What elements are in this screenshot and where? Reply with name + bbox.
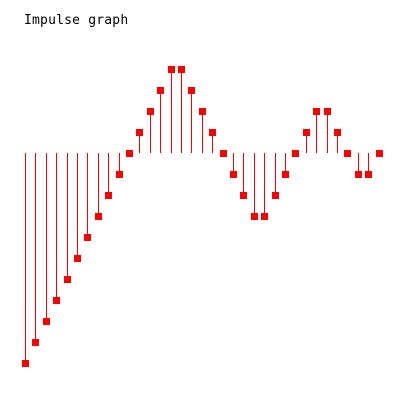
data-point-marker (313, 108, 320, 115)
data-point-marker (84, 234, 91, 241)
data-point-marker (64, 276, 71, 283)
data-point-marker (188, 87, 195, 94)
data-point-marker (251, 213, 258, 220)
data-point-marker (334, 129, 341, 136)
data-point-marker (344, 150, 351, 157)
data-point-marker (240, 192, 247, 199)
data-point-marker (168, 66, 175, 73)
data-point-marker (22, 360, 29, 367)
chart-title: Impulse graph (24, 13, 129, 28)
data-point-marker (53, 297, 60, 304)
data-point-marker (355, 171, 362, 178)
data-point-marker (324, 108, 331, 115)
data-point-marker (32, 339, 39, 346)
data-point-marker (136, 129, 143, 136)
data-point-marker (178, 66, 185, 73)
data-point-marker (272, 192, 279, 199)
data-point-marker (43, 318, 50, 325)
data-point-marker (220, 150, 227, 157)
data-point-marker (376, 150, 383, 157)
data-point-marker (261, 213, 268, 220)
data-point-marker (209, 129, 216, 136)
data-point-marker (303, 129, 310, 136)
data-point-marker (116, 171, 123, 178)
data-point-marker (282, 171, 289, 178)
data-point-marker (147, 108, 154, 115)
data-point-marker (157, 87, 164, 94)
data-point-marker (126, 150, 133, 157)
data-point-marker (74, 255, 81, 262)
data-point-marker (199, 108, 206, 115)
data-point-marker (95, 213, 102, 220)
data-point-marker (292, 150, 299, 157)
data-point-marker (365, 171, 372, 178)
data-point-marker (230, 171, 237, 178)
data-point-marker (105, 192, 112, 199)
